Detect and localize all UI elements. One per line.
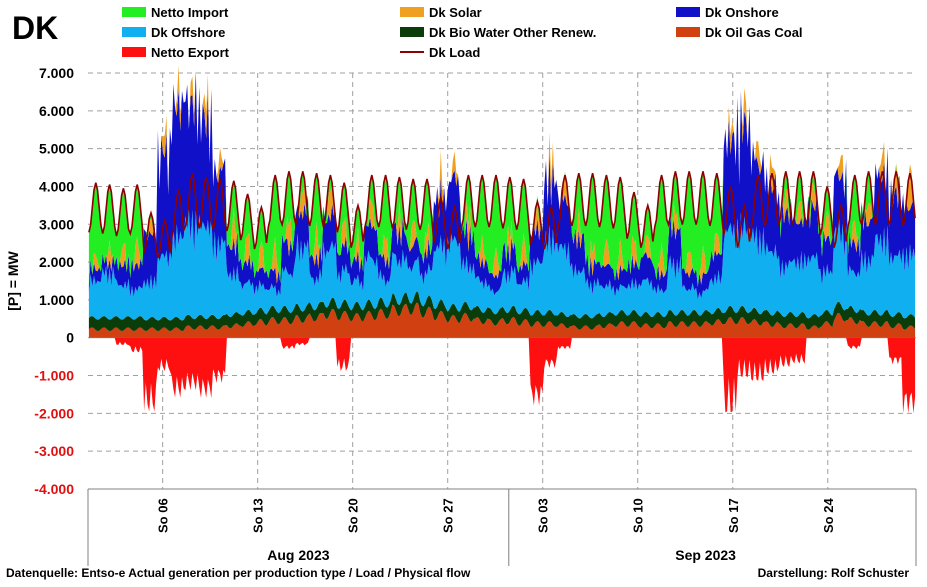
legend-label: Dk Onshore — [705, 4, 779, 20]
legend-item: Dk Onshore — [676, 4, 779, 20]
legend-swatch — [400, 7, 424, 17]
series-area-netto-import — [88, 65, 916, 287]
y-tick-label: 7.000 — [39, 65, 74, 81]
y-tick-label: -3.000 — [34, 443, 74, 459]
y-tick-label: 1.000 — [39, 292, 74, 308]
legend-item: Dk Solar — [400, 4, 482, 20]
legend-swatch — [122, 7, 146, 17]
x-tick-label: So 24 — [821, 498, 836, 533]
legend-item: Dk Bio Water Other Renew. — [400, 24, 596, 40]
legend-item: Dk Offshore — [122, 24, 225, 40]
x-tick-label: So 27 — [441, 498, 456, 533]
page-title: DK — [12, 10, 59, 46]
series-area-onshore — [88, 70, 916, 300]
legend-swatch — [400, 27, 424, 37]
legend-swatch — [400, 51, 424, 53]
legend-label: Dk Load — [429, 44, 481, 60]
legend-label: Netto Export — [151, 44, 229, 60]
y-tick-label: -2.000 — [34, 405, 74, 421]
legend-swatch — [676, 7, 700, 17]
x-tick-label: So 06 — [156, 498, 171, 533]
series-line-load — [88, 171, 916, 259]
legend-label: Dk Oil Gas Coal — [705, 24, 803, 40]
y-tick-label: 5.000 — [39, 141, 74, 157]
legend-swatch — [122, 47, 146, 57]
legend-item: Dk Oil Gas Coal — [676, 24, 803, 40]
legend-label: Dk Bio Water Other Renew. — [429, 24, 597, 40]
series-area-oil-gas-coal — [88, 302, 916, 338]
legend-label: Dk Offshore — [151, 24, 226, 40]
legend-label: Dk Solar — [429, 4, 482, 20]
x-tick-label: So 10 — [631, 498, 646, 533]
x-tick-label: So 17 — [726, 498, 741, 533]
legend-item: Netto Import — [122, 4, 228, 20]
legend-swatch — [122, 27, 146, 37]
legend-item: Netto Export — [122, 44, 229, 60]
y-tick-label: 0 — [66, 330, 74, 346]
legend-item: Dk Load — [400, 44, 480, 60]
y-tick-label: 6.000 — [39, 103, 74, 119]
y-tick-label: 4.000 — [39, 178, 74, 194]
month-label: Aug 2023 — [267, 547, 329, 563]
series-area-bio — [88, 291, 916, 332]
series-area-netto-export — [88, 337, 916, 414]
month-label: Sep 2023 — [675, 547, 736, 563]
footer-credit: Darstellung: Rolf Schuster — [757, 566, 909, 580]
x-tick-label: So 03 — [536, 498, 551, 533]
y-tick-label: -1.000 — [34, 368, 74, 384]
x-tick-label: So 20 — [346, 498, 361, 533]
y-tick-label: 2.000 — [39, 254, 74, 270]
footer-source: Datenquelle: Entso-e Actual generation p… — [6, 566, 471, 580]
y-tick-label: 3.000 — [39, 216, 74, 232]
legend-label: Netto Import — [151, 4, 229, 20]
y-tick-label: -4.000 — [34, 481, 74, 497]
y-axis-label: [P] = MW — [5, 250, 21, 310]
legend-swatch — [676, 27, 700, 37]
series-area-offshore — [88, 208, 916, 321]
x-tick-label: So 13 — [251, 498, 266, 533]
